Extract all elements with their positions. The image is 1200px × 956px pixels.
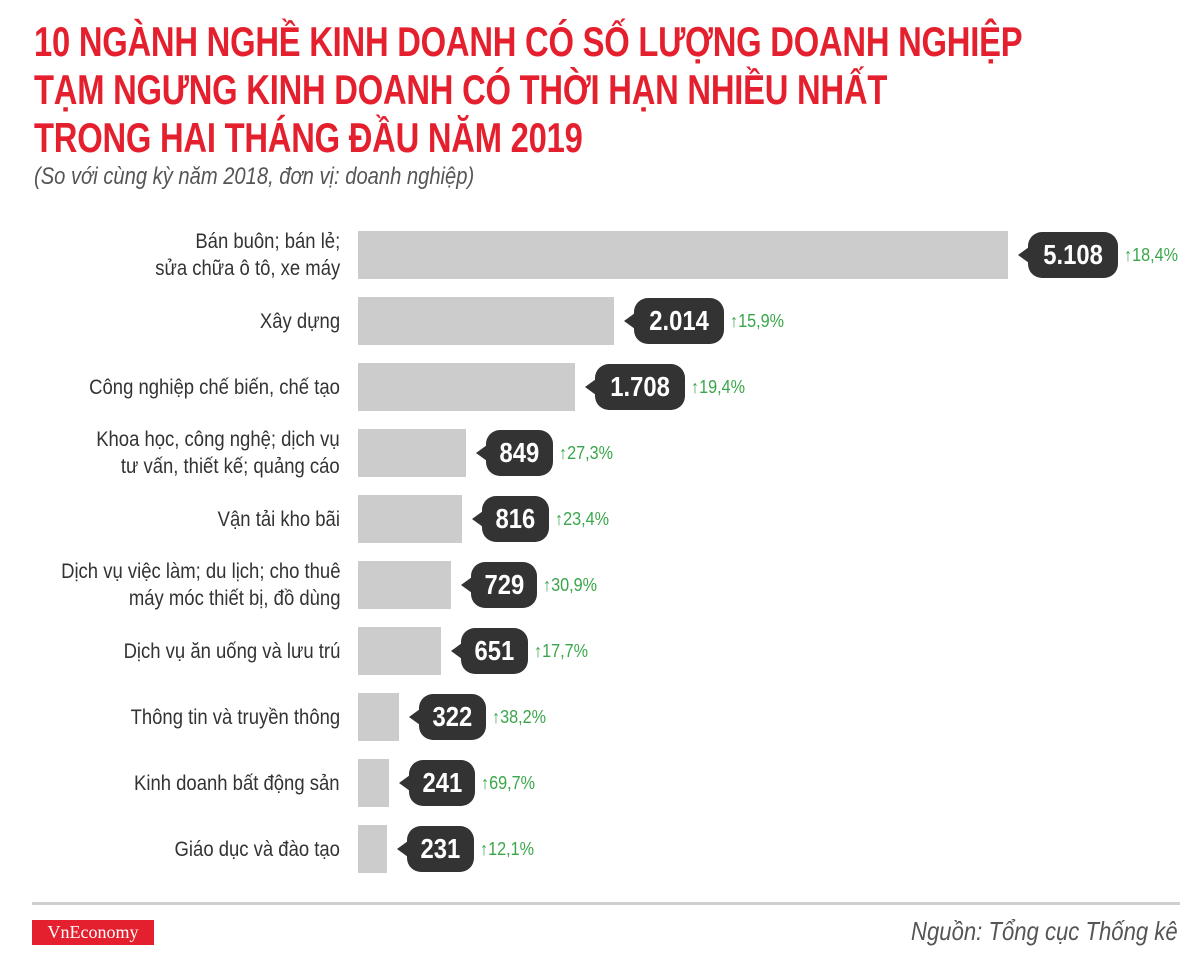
value-bubble: 1.708	[585, 364, 686, 410]
bar-row: Dịch vụ ăn uống và lưu trú 651 ↑17,7%	[0, 627, 1200, 675]
footer-divider	[32, 902, 1180, 905]
value-bubble: 729	[460, 562, 538, 608]
bar-chart: Bán buôn; bán lẻ; sửa chữa ô tô, xe máy 5…	[0, 230, 1200, 873]
title-line: 10 NGÀNH NGHỀ KINH DOANH CÓ SỐ LƯỢNG DOA…	[34, 18, 1023, 65]
value-bubble: 2.014	[624, 298, 725, 344]
bar-annotation: 231 ↑12,1%	[397, 825, 540, 873]
change-label: ↑17,7%	[533, 640, 588, 661]
bar	[358, 297, 615, 345]
value-bubble: 322	[409, 694, 486, 740]
bar-row: Vận tải kho bãi 816 ↑23,4%	[0, 495, 1200, 543]
category-label: Dịch vụ ăn uống và lưu trú	[123, 639, 340, 663]
bar	[358, 231, 1008, 279]
value-label: 816	[495, 503, 536, 534]
bar-annotation: 651 ↑17,7%	[450, 627, 594, 675]
bar-annotation: 2.014 ↑15,9%	[624, 297, 790, 345]
bar-row: Công nghiệp chế biến, chế tạo 1.708 ↑19,4%	[0, 363, 1200, 411]
value-label: 651	[474, 635, 515, 666]
bar-row: Dịch vụ việc làm; du lịch; cho thuê máy …	[0, 560, 1200, 610]
change-label: ↑27,3%	[558, 442, 613, 463]
value-label: 729	[484, 569, 524, 600]
value-bubble: 241	[398, 760, 476, 806]
value-bubble: 5.108	[1017, 232, 1119, 278]
bar-annotation: 1.708 ↑19,4%	[585, 363, 751, 411]
bar-annotation: 5.108 ↑18,4%	[1017, 231, 1184, 279]
bar	[358, 627, 441, 675]
bar-annotation: 241 ↑69,7%	[398, 759, 542, 807]
category-label: Khoa học, công nghệ; dịch vụ tư vấn, thi…	[96, 428, 340, 478]
change-label: ↑15,9%	[730, 310, 785, 331]
bar-row: Giáo dục và đào tạo 231 ↑12,1%	[0, 825, 1200, 873]
category-label: Dịch vụ việc làm; du lịch; cho thuê máy …	[60, 560, 340, 610]
change-label: ↑18,4%	[1124, 244, 1179, 265]
bar-annotation: 849 ↑27,3%	[476, 429, 619, 477]
value-label: 5.108	[1043, 239, 1103, 270]
bar	[358, 429, 467, 477]
title-line: TRONG HAI THÁNG ĐẦU NĂM 2019	[34, 114, 583, 161]
bar-annotation: 322 ↑38,2%	[409, 693, 552, 741]
category-label: Vận tải kho bãi	[217, 507, 340, 531]
chart-subtitle: (So với cùng kỳ năm 2018, đơn vị: doanh …	[34, 163, 475, 190]
bar-row: Thông tin và truyền thông 322 ↑38,2%	[0, 693, 1200, 741]
change-label: ↑19,4%	[691, 376, 746, 397]
bar-annotation: 816 ↑23,4%	[471, 495, 615, 543]
value-label: 1.708	[610, 371, 671, 402]
bar	[358, 693, 399, 741]
change-label: ↑38,2%	[491, 706, 546, 727]
value-bubble: 816	[471, 496, 549, 542]
bar-row: Khoa học, công nghệ; dịch vụ tư vấn, thi…	[0, 428, 1200, 478]
value-bubble: 849	[476, 430, 553, 476]
value-bubble: 651	[450, 628, 528, 674]
value-label: 849	[499, 437, 540, 468]
bar-row: Bán buôn; bán lẻ; sửa chữa ô tô, xe máy 5…	[0, 230, 1200, 280]
category-label: Giáo dục và đào tạo	[174, 837, 340, 861]
bar-annotation: 729 ↑30,9%	[460, 561, 604, 609]
bar	[358, 363, 576, 411]
bar	[358, 825, 388, 873]
value-label: 2.014	[649, 305, 710, 336]
change-label: ↑30,9%	[543, 574, 598, 595]
category-label: Kinh doanh bất động sản	[134, 771, 340, 795]
bar	[358, 759, 389, 807]
change-label: ↑12,1%	[480, 838, 535, 859]
title-line: TẠM NGƯNG KINH DOANH CÓ THỜI HẠN NHIỀU N…	[34, 66, 888, 113]
chart-title: 10 NGÀNH NGHỀ KINH DOANH CÓ SỐ LƯỢNG DOA…	[34, 18, 1023, 162]
bar	[358, 495, 462, 543]
category-label: Xây dựng	[259, 309, 340, 333]
bar	[358, 561, 451, 609]
source-note: Nguồn: Tổng cục Thống kê	[911, 916, 1178, 946]
bar-row: Kinh doanh bất động sản 241 ↑69,7%	[0, 759, 1200, 807]
vneconomy-logo: VnEconomy	[32, 920, 154, 945]
value-label: 231	[420, 833, 461, 864]
change-label: ↑23,4%	[554, 508, 609, 529]
category-label: Công nghiệp chế biến, chế tạo	[89, 375, 340, 399]
category-label: Bán buôn; bán lẻ; sửa chữa ô tô, xe máy	[155, 230, 340, 280]
value-label: 322	[432, 701, 473, 732]
value-bubble: 231	[397, 826, 475, 872]
bar-row: Xây dựng 2.014 ↑15,9%	[0, 297, 1200, 345]
category-label: Thông tin và truyền thông	[130, 705, 340, 729]
value-label: 241	[422, 767, 462, 798]
change-label: ↑69,7%	[481, 772, 536, 793]
